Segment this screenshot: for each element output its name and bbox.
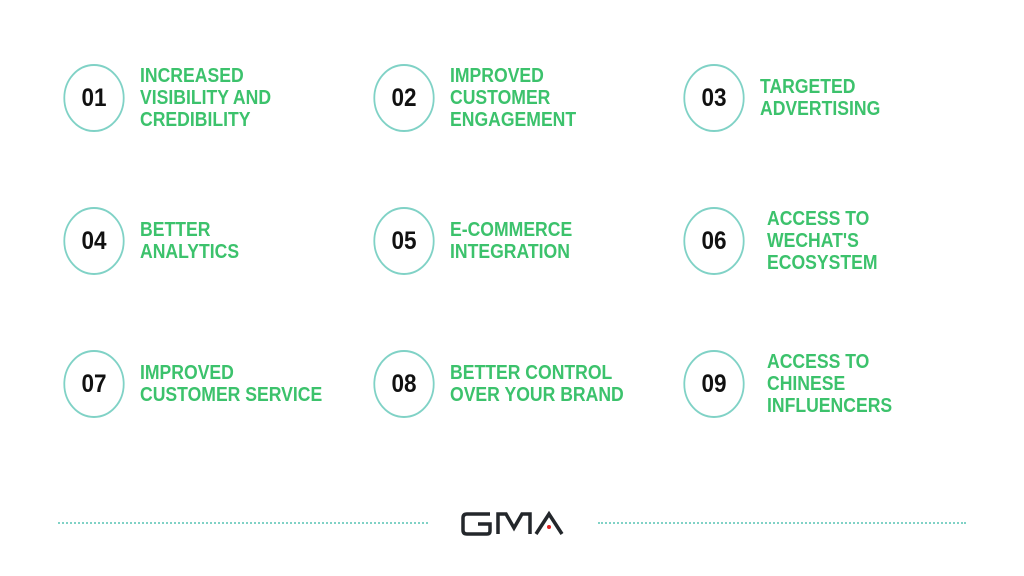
divider-right — [598, 522, 966, 524]
benefit-05: 05 E-COMMERCE INTEGRATION — [370, 207, 589, 275]
number-circle: 05 — [373, 207, 435, 275]
benefit-label: E-COMMERCE INTEGRATION — [450, 219, 573, 263]
benefit-label: IMPROVED CUSTOMER ENGAGEMENT — [450, 65, 577, 131]
number-circle: 09 — [683, 350, 745, 418]
benefit-04: 04 BETTER ANALYTICS — [60, 207, 253, 275]
gma-logo — [460, 510, 566, 543]
number-circle: 08 — [373, 350, 435, 418]
number-circle: 07 — [63, 350, 125, 418]
divider-left — [58, 522, 428, 524]
benefit-label: TARGETED ADVERTISING — [760, 76, 881, 120]
benefit-label: ACCESS TO CHINESE INFLUENCERS — [767, 351, 893, 417]
number-circle: 03 — [683, 64, 745, 132]
benefit-label: ACCESS TO WECHAT'S ECOSYSTEM — [767, 208, 878, 274]
benefit-03: 03 TARGETED ADVERTISING — [680, 64, 897, 132]
number-circle: 06 — [683, 207, 745, 275]
number-circle: 01 — [63, 64, 125, 132]
benefit-label: INCREASED VISIBILITY AND CREDIBILITY — [140, 65, 272, 131]
benefit-07: 07 IMPROVED CUSTOMER SERVICE — [60, 350, 347, 418]
benefit-02: 02 IMPROVED CUSTOMER ENGAGEMENT — [370, 64, 593, 132]
benefit-label: IMPROVED CUSTOMER SERVICE — [140, 362, 323, 406]
benefit-06: 06 ACCESS TO WECHAT'S ECOSYSTEM — [680, 207, 893, 275]
number-circle: 02 — [373, 64, 435, 132]
benefit-label: BETTER CONTROL OVER YOUR BRAND — [450, 362, 624, 406]
benefit-01: 01 INCREASED VISIBILITY AND CREDIBILITY — [60, 64, 289, 132]
benefit-label: BETTER ANALYTICS — [140, 219, 240, 263]
number-circle: 04 — [63, 207, 125, 275]
benefit-09: 09 ACCESS TO CHINESE INFLUENCERS — [680, 350, 909, 418]
benefit-08: 08 BETTER CONTROL OVER YOUR BRAND — [370, 350, 647, 418]
